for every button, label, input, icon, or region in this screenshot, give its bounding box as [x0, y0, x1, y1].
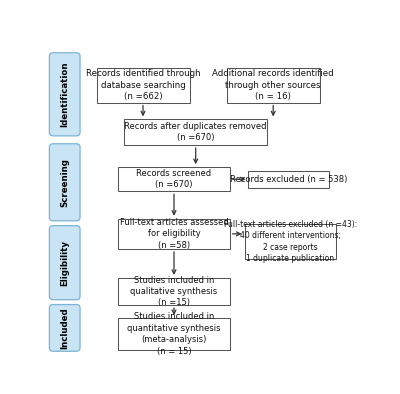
FancyBboxPatch shape [49, 226, 80, 300]
Text: Studies included in
quantitative synthesis
(meta-analysis)
(n = 15): Studies included in quantitative synthes… [127, 312, 221, 356]
Text: Eligibility: Eligibility [60, 240, 69, 286]
Text: Records excluded (n = 538): Records excluded (n = 538) [230, 175, 347, 184]
FancyBboxPatch shape [118, 219, 230, 249]
FancyBboxPatch shape [49, 144, 80, 221]
Text: Included: Included [60, 307, 69, 349]
Text: Full-text articles assessed
for eligibility
(n =58): Full-text articles assessed for eligibil… [120, 218, 228, 250]
FancyBboxPatch shape [49, 53, 80, 136]
FancyBboxPatch shape [118, 278, 230, 305]
Text: Records after duplicates removed
(n =670): Records after duplicates removed (n =670… [124, 122, 267, 143]
Text: Studies included in
qualitative synthesis
(n =15): Studies included in qualitative synthesi… [130, 275, 218, 307]
FancyBboxPatch shape [248, 171, 329, 188]
FancyBboxPatch shape [244, 224, 336, 259]
Text: Screening: Screening [60, 158, 69, 207]
FancyBboxPatch shape [118, 318, 230, 350]
FancyBboxPatch shape [124, 119, 267, 145]
Text: Full-text articles excluded (n =43):
40 different interventions;
2 case reports
: Full-text articles excluded (n =43): 40 … [224, 220, 357, 263]
Text: Records screened
(n =670): Records screened (n =670) [136, 169, 212, 190]
Text: Additional records identified
through other sources
(n = 16): Additional records identified through ot… [212, 69, 334, 101]
FancyBboxPatch shape [96, 68, 190, 103]
Text: Identification: Identification [60, 61, 69, 127]
FancyBboxPatch shape [118, 167, 230, 191]
FancyBboxPatch shape [49, 305, 80, 351]
FancyBboxPatch shape [227, 68, 320, 103]
Text: Records identified through
database searching
(n =662): Records identified through database sear… [86, 69, 200, 101]
